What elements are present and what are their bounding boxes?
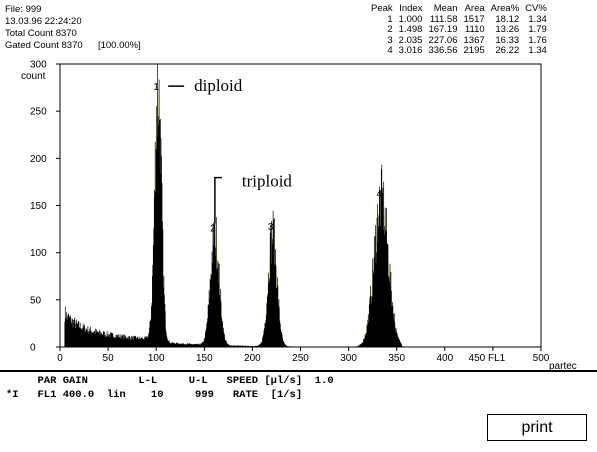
annotation-label: diploid	[194, 76, 243, 95]
peak-cell: 3	[387, 34, 393, 46]
gated-count-label: Gated Count 8370	[5, 40, 83, 51]
y-tick-label: 0	[30, 343, 36, 354]
peak-number-label: 3	[268, 222, 274, 233]
x-tick-label: 400	[436, 353, 453, 364]
col-header: Area%	[490, 3, 520, 14]
x-tick-label: 450 FL1	[469, 353, 506, 364]
x-tick-label: 100	[148, 353, 165, 364]
y-tick-label: 50	[30, 295, 42, 306]
peak-cell: 2	[387, 24, 393, 35]
peak-cell: 18.12	[495, 13, 520, 25]
col-header: Peak	[371, 3, 393, 14]
x-tick-label: 0	[57, 353, 63, 364]
y-tick-label: 200	[30, 154, 47, 165]
status-panel: PAR GAIN L-L U-L SPEED [µl/s] 1.0 *I FL1…	[0, 370, 597, 452]
peak-row: 2 1.498 167.19 1110 13.26 1.79	[368, 24, 550, 36]
x-tick-label: 50	[103, 353, 115, 364]
x-tick-label: 200	[244, 353, 261, 364]
peak-cell: 111.58	[429, 13, 458, 25]
peak-cell: 13.26	[495, 24, 520, 35]
total-count-label: Total Count 8370	[5, 28, 77, 39]
peak-cell: 2.035	[398, 34, 423, 46]
status-row-1: PAR GAIN L-L U-L SPEED [µl/s] 1.0	[6, 375, 334, 387]
peak-cell: 2195	[463, 45, 485, 56]
peak-cell: 1.34	[528, 13, 547, 25]
peak-number-label: 4	[377, 189, 383, 200]
peak-row: 4 3.016 336.56 2195 26.22 1.34	[368, 45, 550, 57]
peak-cell: 1110	[464, 24, 485, 35]
peak-number-label: 2	[210, 224, 216, 235]
annotation-label: triploid	[242, 172, 293, 191]
peak-row: 3 2.035 227.06 1367 16.33 1.76	[368, 34, 550, 47]
peak-cell: 26.22	[495, 45, 520, 56]
x-tick-label: 300	[340, 353, 357, 364]
y-tick-label: 100	[30, 248, 47, 259]
peak-cell: 1.76	[528, 34, 547, 46]
y-tick-label: 300	[30, 60, 47, 71]
partec-label: partec	[549, 361, 577, 370]
col-header: Index	[399, 3, 423, 14]
peak-cell: 3.016	[398, 45, 423, 56]
peak-cell: 1.000	[398, 13, 423, 25]
histogram-bars	[64, 64, 403, 347]
peak-cell: 336.56	[428, 45, 458, 56]
peak-row: 1 1.000 111.58 1517 18.12 1.34	[368, 13, 550, 26]
peak-cell: 1.34	[528, 45, 547, 56]
datetime-label: 13.03.96 22:24:20	[5, 16, 82, 27]
x-tick-label: 500	[533, 353, 550, 364]
x-tick-label: 150	[196, 353, 213, 364]
peak-cell: 1.498	[398, 24, 423, 35]
status-row-2: *I FL1 400.0 lin 10 999 RATE [1/s]	[6, 389, 303, 401]
x-tick-label: 350	[388, 353, 405, 364]
peak-cell: 1.79	[528, 24, 547, 35]
file-label: File: 999	[5, 4, 42, 15]
peak-cell: 4	[387, 45, 393, 56]
file-info: File: 999 13.03.96 22:24:20 Total Count …	[5, 4, 141, 52]
plot-frame	[59, 63, 542, 348]
peak-cell: 1367	[463, 34, 485, 46]
x-tick-label: 250	[292, 353, 309, 364]
gated-count-row: Gated Count 8370 [100.00%]	[5, 40, 141, 52]
gated-percent-label: [100.00%]	[97, 40, 141, 51]
col-header: CV%	[525, 3, 547, 14]
peak-cell: 16.33	[495, 34, 520, 46]
y-tick-label: 150	[30, 201, 47, 212]
peak-cell: 1517	[463, 13, 485, 25]
peak-cell: 1	[387, 13, 393, 25]
col-header: Mean	[433, 3, 458, 14]
peak-number-label: 1	[153, 82, 159, 93]
peak-table: Peak Index Mean Area Area% CV% 1 1.000 111…	[368, 3, 550, 57]
col-header: Area	[464, 3, 485, 14]
peak-cell: 167.19	[428, 24, 458, 35]
y-axis-label: count	[21, 71, 46, 82]
y-tick-label: 250	[30, 107, 47, 118]
annotation-leader	[214, 176, 222, 224]
peak-table-header: Peak Index Mean Area Area% CV%	[368, 3, 550, 15]
peak-cell: 227.06	[428, 34, 458, 46]
print-button[interactable]: print	[487, 414, 587, 441]
